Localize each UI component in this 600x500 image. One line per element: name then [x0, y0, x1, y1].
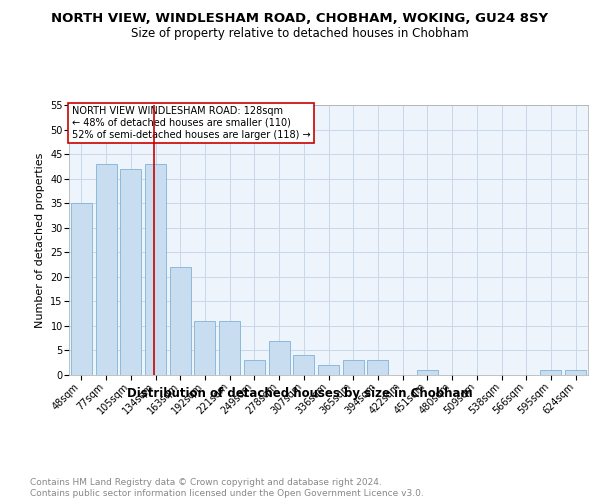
Bar [318, 365, 339, 375]
Text: Distribution of detached houses by size in Chobham: Distribution of detached houses by size … [127, 388, 473, 400]
Bar [343, 360, 364, 375]
Bar [194, 321, 215, 375]
Bar [565, 370, 586, 375]
Text: Size of property relative to detached houses in Chobham: Size of property relative to detached ho… [131, 28, 469, 40]
Bar [367, 360, 388, 375]
Bar [244, 360, 265, 375]
Bar [71, 203, 92, 375]
Bar [417, 370, 438, 375]
Bar [95, 164, 116, 375]
Bar [269, 340, 290, 375]
Bar [293, 356, 314, 375]
Bar [541, 370, 562, 375]
Bar [170, 267, 191, 375]
Y-axis label: Number of detached properties: Number of detached properties [35, 152, 44, 328]
Bar [219, 321, 240, 375]
Text: Contains HM Land Registry data © Crown copyright and database right 2024.
Contai: Contains HM Land Registry data © Crown c… [30, 478, 424, 498]
Text: NORTH VIEW, WINDLESHAM ROAD, CHOBHAM, WOKING, GU24 8SY: NORTH VIEW, WINDLESHAM ROAD, CHOBHAM, WO… [52, 12, 548, 26]
Text: NORTH VIEW WINDLESHAM ROAD: 128sqm
← 48% of detached houses are smaller (110)
52: NORTH VIEW WINDLESHAM ROAD: 128sqm ← 48%… [71, 106, 310, 140]
Bar [120, 169, 141, 375]
Bar [145, 164, 166, 375]
